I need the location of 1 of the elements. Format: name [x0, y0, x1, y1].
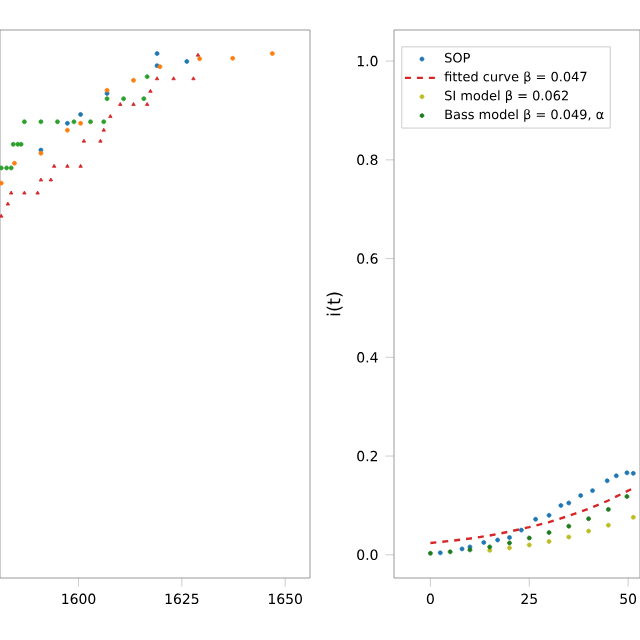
y-axis-title: i(t)	[326, 292, 343, 316]
